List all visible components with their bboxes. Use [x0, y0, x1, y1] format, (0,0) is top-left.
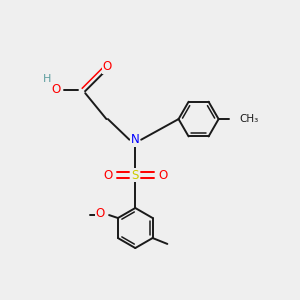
Text: H: H — [43, 74, 51, 84]
Text: O: O — [51, 83, 60, 96]
Text: O: O — [102, 61, 112, 74]
Text: CH₃: CH₃ — [239, 114, 259, 124]
Text: S: S — [132, 169, 139, 182]
Text: O: O — [96, 207, 105, 220]
Text: N: N — [131, 133, 140, 146]
Text: O: O — [158, 169, 168, 182]
Text: O: O — [103, 169, 112, 182]
